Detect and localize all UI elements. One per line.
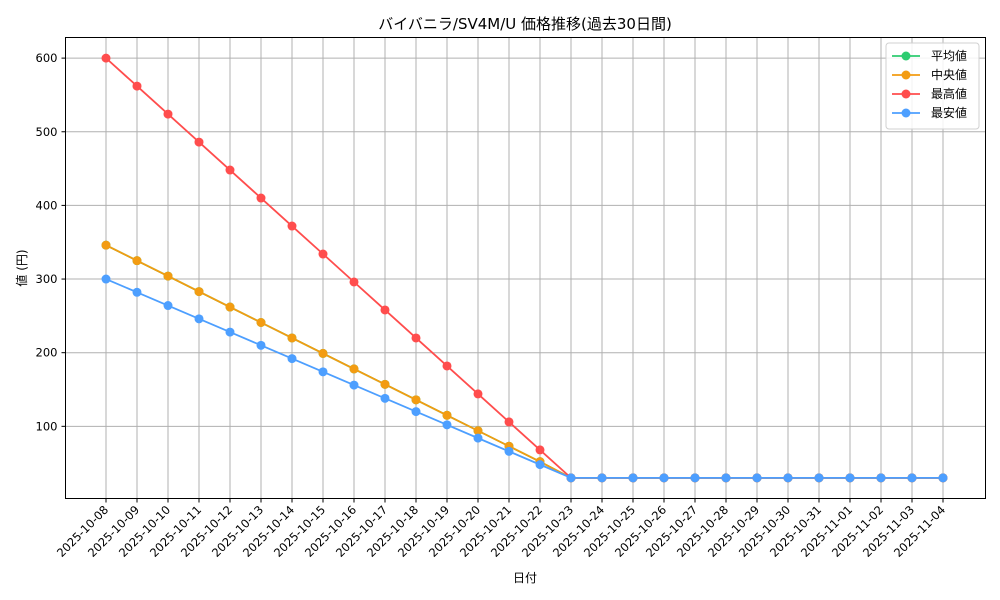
series-layer	[101, 53, 948, 483]
y-tick-label: 100	[36, 419, 58, 433]
data-point	[721, 473, 731, 483]
data-point	[535, 460, 545, 470]
data-point	[101, 240, 111, 250]
data-point	[814, 473, 824, 483]
data-point	[690, 473, 700, 483]
legend-label: 最高値	[931, 86, 967, 101]
data-point	[287, 354, 297, 364]
data-point	[411, 395, 421, 405]
x-axis-ticks: 2025-10-082025-10-092025-10-102025-10-11…	[54, 498, 948, 560]
y-tick-label: 400	[36, 198, 58, 212]
data-point	[101, 53, 111, 63]
y-axis-ticks: 100 200 300 400 500 600	[36, 51, 66, 433]
data-point	[659, 473, 669, 483]
data-point	[349, 364, 359, 374]
data-point	[938, 473, 948, 483]
data-point	[628, 473, 638, 483]
legend-marker-icon	[901, 51, 911, 61]
data-point	[101, 274, 111, 284]
legend-item: 中央値	[892, 67, 967, 82]
data-point	[163, 271, 173, 281]
y-tick-label: 500	[36, 125, 58, 139]
legend-marker-icon	[901, 89, 911, 99]
legend-item: 最安値	[892, 105, 967, 120]
data-point	[225, 327, 235, 337]
data-point	[163, 109, 173, 119]
data-point	[442, 361, 452, 371]
data-point	[752, 473, 762, 483]
data-point	[132, 287, 142, 297]
data-point	[442, 410, 452, 420]
legend-item: 平均値	[892, 48, 967, 63]
series-line	[101, 274, 948, 483]
data-point	[473, 426, 483, 436]
series-line	[101, 240, 948, 483]
data-point	[318, 367, 328, 377]
data-point	[349, 277, 359, 287]
data-point	[194, 137, 204, 147]
x-axis-label: 日付	[513, 571, 537, 585]
data-point	[318, 249, 328, 259]
legend-label: 最安値	[931, 105, 967, 120]
data-point	[194, 287, 204, 297]
data-point	[132, 81, 142, 91]
legend-label: 中央値	[931, 67, 967, 82]
data-point	[504, 417, 514, 427]
data-point	[380, 379, 390, 389]
data-point	[225, 302, 235, 312]
data-point	[411, 407, 421, 417]
data-point	[380, 393, 390, 403]
data-point	[194, 314, 204, 324]
data-point	[473, 433, 483, 443]
series-line	[101, 240, 948, 483]
data-point	[225, 165, 235, 175]
data-point	[132, 256, 142, 266]
data-point	[783, 473, 793, 483]
data-point	[349, 380, 359, 390]
data-point	[256, 193, 266, 203]
legend-label: 平均値	[931, 48, 967, 63]
data-point	[535, 445, 545, 455]
data-point	[380, 305, 390, 315]
y-tick-label: 600	[36, 51, 58, 65]
legend-marker-icon	[901, 70, 911, 80]
data-point	[256, 317, 266, 327]
data-point	[876, 473, 886, 483]
y-axis-label: 値 (円)	[14, 249, 29, 286]
grid-lines	[65, 37, 986, 499]
data-point	[845, 473, 855, 483]
series-line	[101, 53, 948, 483]
legend-marker-icon	[901, 108, 911, 118]
data-point	[504, 446, 514, 456]
chart-title: バイバニラ/SV4M/U 価格推移(過去30日間)	[378, 15, 672, 33]
data-point	[566, 473, 576, 483]
legend-box	[885, 42, 980, 130]
data-point	[411, 333, 421, 343]
data-point	[473, 389, 483, 399]
data-point	[442, 420, 452, 430]
data-point	[163, 301, 173, 311]
data-point	[907, 473, 917, 483]
data-point	[318, 348, 328, 358]
plot-frame	[65, 37, 986, 499]
data-point	[597, 473, 607, 483]
y-tick-label: 300	[36, 272, 58, 286]
data-point	[287, 333, 297, 343]
legend-item: 最高値	[892, 86, 967, 101]
y-tick-label: 200	[36, 346, 58, 360]
data-point	[287, 221, 297, 231]
data-point	[256, 340, 266, 350]
